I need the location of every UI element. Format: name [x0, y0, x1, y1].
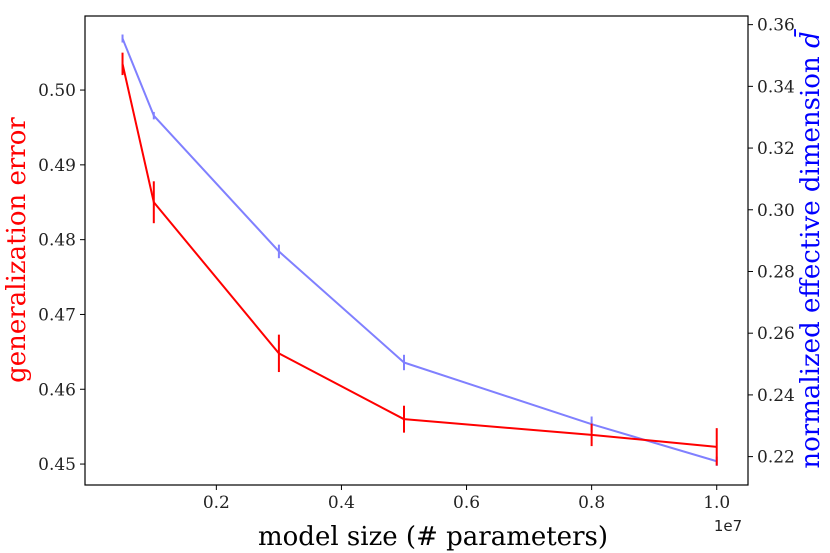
- y-left-tick-label: 0.50: [38, 81, 76, 101]
- x-tick-label: 1.0: [703, 493, 730, 513]
- x-axis-title: model size (# parameters): [258, 522, 608, 552]
- y-left-tick-label: 0.49: [38, 156, 76, 176]
- series-layer: [121, 34, 718, 466]
- effective-dimension-line: [121, 38, 718, 463]
- y-left-tick-label: 0.48: [38, 231, 76, 251]
- y-right-tick-label: 0.28: [757, 262, 795, 282]
- generalization-error-line: [121, 63, 717, 448]
- x-tick-label: 0.6: [453, 493, 480, 513]
- y-right-axis-title: normalized effective dimension d̄: [793, 28, 826, 469]
- y-right-tick-label: 0.32: [757, 139, 795, 159]
- x-tick-label: 0.4: [328, 493, 355, 513]
- y-left-axis-title: generalization error: [2, 117, 32, 383]
- y-right-tick-label: 0.34: [757, 77, 795, 97]
- plot-frame: [84, 15, 749, 486]
- y-left-axis-ticks: 0.45 0.46 0.47 0.48 0.49 0.50: [38, 81, 85, 475]
- x-axis-offset-label: 1e7: [714, 517, 742, 535]
- y-right-axis-title-text: normalized effective dimension: [796, 56, 826, 469]
- y-right-axis-ticks: 0.22 0.24 0.26 0.28 0.30 0.32 0.34 0.36: [748, 16, 795, 468]
- y-left-tick-label: 0.47: [38, 305, 76, 325]
- y-right-tick-label: 0.26: [757, 324, 795, 344]
- y-right-axis-title-symbol: d̄: [793, 28, 826, 48]
- x-tick-label: 0.8: [578, 493, 605, 513]
- y-left-tick-label: 0.46: [38, 380, 76, 400]
- y-right-tick-label: 0.24: [757, 386, 795, 406]
- y-right-tick-label: 0.30: [757, 201, 795, 221]
- x-axis-ticks: 0.2 0.4 0.6 0.8 1.0: [203, 485, 730, 513]
- x-tick-label: 0.2: [203, 493, 230, 513]
- y-left-tick-label: 0.45: [38, 455, 76, 475]
- y-right-tick-label: 0.22: [757, 448, 795, 468]
- y-right-tick-label: 0.36: [757, 16, 795, 36]
